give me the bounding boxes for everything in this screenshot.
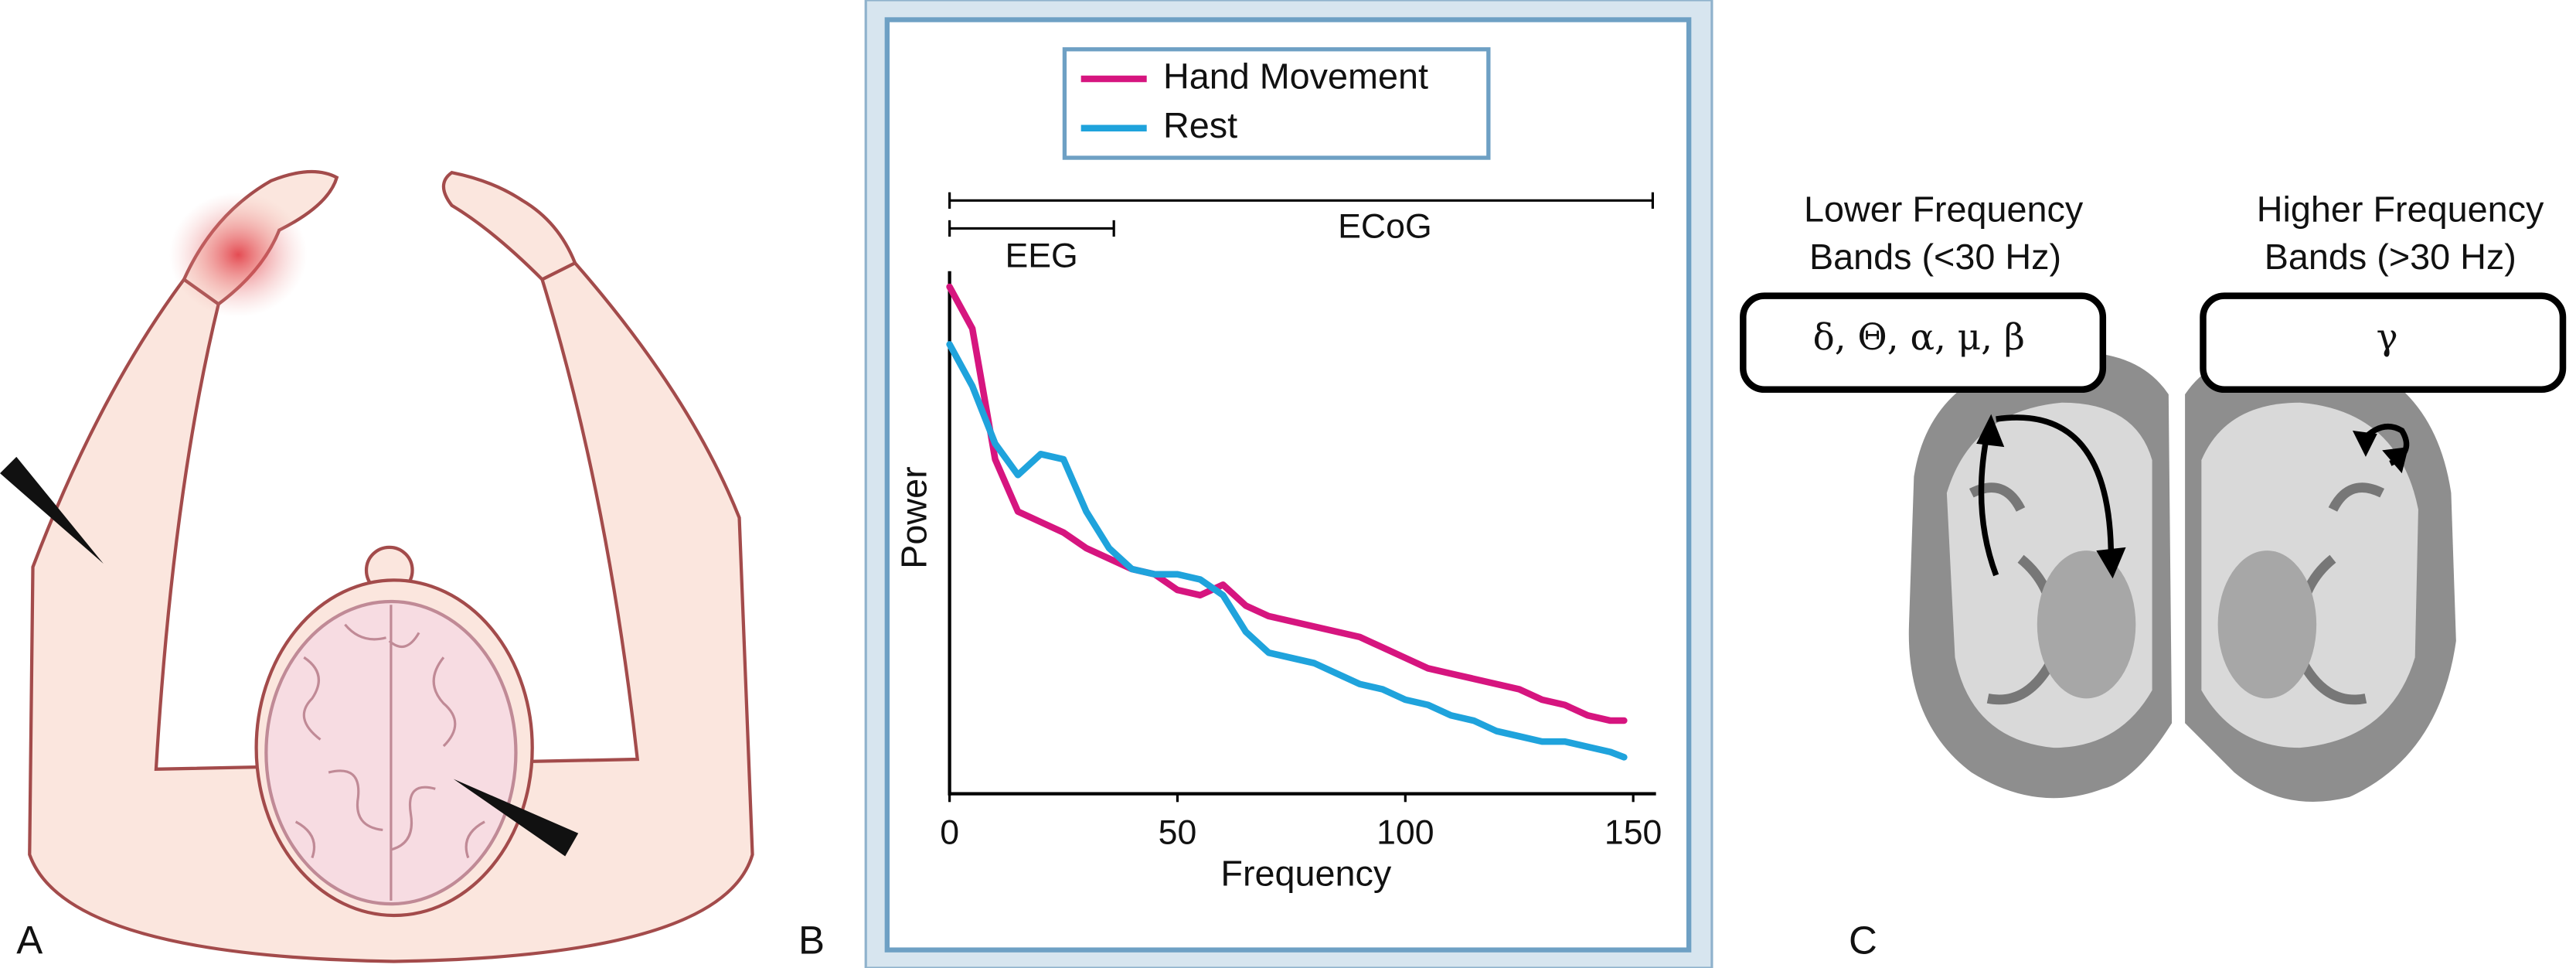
- band-title: Higher Frequency: [2257, 189, 2544, 230]
- line-series: [946, 283, 1628, 724]
- annotation: EEG: [1006, 237, 1078, 275]
- panel-label: C: [1849, 919, 1877, 963]
- line-series: [946, 341, 1628, 761]
- legend-label: Rest: [1163, 105, 1237, 145]
- band-title: Lower Frequency: [1804, 189, 2084, 230]
- annotation: ECoG: [1338, 207, 1432, 245]
- legend: [1062, 47, 1491, 160]
- band-title: Bands (>30 Hz): [2265, 237, 2516, 277]
- x-tick-label: 150: [1604, 814, 1662, 852]
- panel-label: B: [798, 919, 825, 963]
- right-hand: [441, 170, 577, 281]
- hand-activation: [168, 192, 308, 318]
- band-list: δ, Θ, α, μ, β: [1813, 317, 2025, 359]
- electrode: [453, 779, 579, 857]
- panel-label: A: [16, 919, 43, 963]
- band-title: Bands (<30 Hz): [1809, 237, 2061, 277]
- band-list: γ: [2377, 317, 2398, 359]
- x-axis-label: Frequency: [1220, 853, 1392, 893]
- electrode: [0, 456, 104, 564]
- band-box: [2200, 292, 2567, 394]
- y-axis-label: Power: [893, 466, 934, 569]
- x-tick-label: 0: [940, 814, 959, 852]
- panel-a-illustration: [0, 169, 754, 963]
- brain-folds: [294, 605, 485, 901]
- legend-label: Hand Movement: [1163, 56, 1428, 96]
- x-tick-label: 50: [1159, 814, 1197, 852]
- range-brackets: [948, 192, 1654, 237]
- arrow: [1978, 414, 2115, 577]
- arrowhead: [2352, 430, 2409, 474]
- arrowhead: [1976, 414, 2126, 579]
- x-tick-label: 100: [1376, 814, 1434, 852]
- brain-slice: [1908, 348, 2456, 803]
- band-box: [1740, 292, 2107, 394]
